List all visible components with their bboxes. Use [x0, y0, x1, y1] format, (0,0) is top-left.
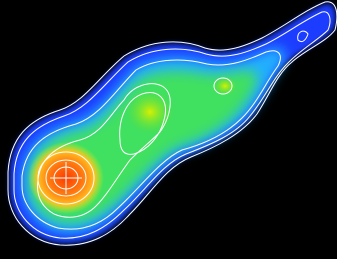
contour-image [0, 0, 337, 259]
knot [213, 76, 237, 96]
page [0, 0, 337, 259]
knot [126, 90, 174, 134]
